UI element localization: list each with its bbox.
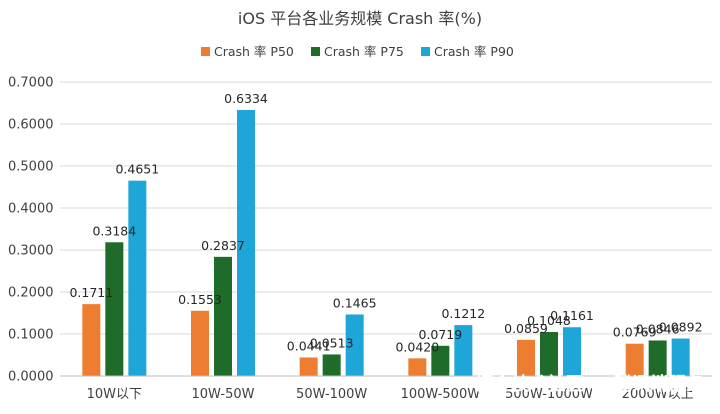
legend-label: Crash 率 P90 [434,44,514,59]
y-tick-label: 0.7000 [8,76,54,91]
data-label: 0.0892 [659,320,703,335]
legend-label: Crash 率 P75 [324,44,404,59]
data-label: 0.1212 [441,306,485,321]
legend: Crash 率 P50 Crash 率 P75 Crash 率 P90 [201,44,514,59]
bar [322,354,341,376]
y-tick-label: 0.3000 [8,244,54,259]
bar [431,345,450,376]
x-tick-label: 500W-1000W [505,387,593,402]
data-label: 0.2837 [201,238,245,253]
gridlines [60,81,712,335]
data-label: 0.6334 [224,91,268,106]
bar [671,338,690,376]
bar [82,304,101,376]
bar [563,327,581,376]
bars [82,109,690,377]
data-label: 0.1711 [69,285,113,300]
bar [128,180,147,376]
data-label: 0.0719 [418,327,462,342]
y-tick-label: 0.4000 [8,202,54,217]
y-tick-label: 0.1000 [8,328,54,343]
legend-swatch [421,47,430,56]
data-label: 0.0859 [504,321,548,336]
data-label: 0.0420 [395,339,439,354]
bar [517,339,535,376]
data-label: 0.1553 [178,292,222,307]
y-axis: 0.0000 0.1000 0.2000 0.3000 0.4000 0.5000 0.60… [8,76,54,385]
bar [625,343,644,376]
data-label: 0.3184 [92,223,136,238]
x-tick-label: 100W-500W [401,387,481,402]
x-tick-label: 10W以下 [87,387,142,402]
data-label: 0.0846 [636,321,680,336]
bar [648,340,667,376]
bar [105,242,124,376]
legend-label: Crash 率 P50 [214,44,294,59]
data-label: 0.4651 [115,162,159,177]
bar [237,109,255,377]
chart-title: iOS 平台各业务规模 Crash 率(%) [238,9,482,28]
data-labels: 0.1711 0.3184 0.4651 0.1553 0.2837 0.6334 0.04… [69,91,702,354]
y-tick-label: 0.2000 [8,286,54,301]
bar [408,358,427,376]
bar [540,331,558,376]
data-label: 0.0513 [310,335,354,350]
data-label: 0.0769 [613,325,657,340]
bar [191,310,209,376]
x-tick-label: 10W-50W [192,387,255,402]
data-label: 0.1161 [550,308,594,323]
y-tick-label: 0.6000 [8,118,54,133]
watermark: 掘金技术社区 @ 腾讯端服务 [475,373,705,395]
x-tick-label: 2000W以上 [622,387,694,402]
legend-swatch [311,47,320,56]
bar [454,325,473,376]
data-label: 0.1465 [333,295,377,310]
x-axis: 10W以下 10W-50W 50W-100W 100W-500W 500W-1000W 2… [60,375,712,402]
data-label: 0.0441 [287,338,331,353]
x-tick-label: 50W-100W [296,387,367,402]
data-label: 0.1048 [527,313,571,328]
y-tick-label: 0.0000 [8,370,54,385]
bar [214,256,232,376]
bar [345,314,364,376]
bar [299,357,318,376]
y-tick-label: 0.5000 [8,160,54,175]
legend-swatch [201,47,210,56]
